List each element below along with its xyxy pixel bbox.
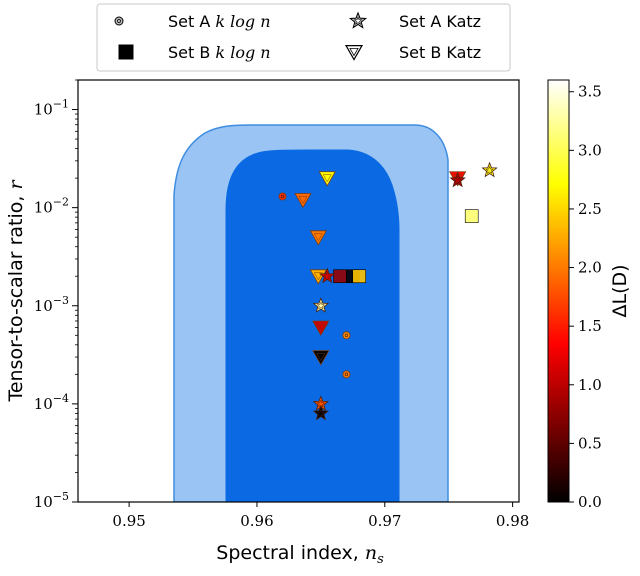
- y-axis-ticks: 10−5 10−4 10−3 10−2 10−1: [34, 79, 78, 511]
- x-tick-label: 0.97: [368, 512, 401, 530]
- plot-frame: [77, 79, 520, 503]
- point-star: [312, 404, 330, 421]
- y-tick-label: 10−2: [34, 196, 69, 217]
- scatter-marks: [278, 161, 498, 421]
- x-tick-label: 0.95: [112, 512, 145, 530]
- colorbar-tick-label: 3.5: [578, 83, 602, 101]
- legend-circle-icon: [114, 16, 124, 26]
- y-tick-label: 10−1: [34, 98, 69, 119]
- x-axis-label: Spectral index, ns: [216, 542, 384, 567]
- colorbar-tick-label: 1.5: [578, 317, 602, 335]
- x-tick-label: 0.98: [496, 512, 529, 530]
- legend-star-icon: [348, 11, 368, 29]
- contour-1-sigma: [225, 149, 400, 502]
- star-marker-inner: [316, 301, 326, 310]
- triangle-marker-inner: [313, 272, 323, 281]
- y-axis-label: Tensor-to-scalar ratio, r: [5, 179, 27, 403]
- point-star: [319, 267, 336, 284]
- point-triangle-down: [312, 320, 330, 336]
- point-star: [481, 161, 498, 178]
- point-star: [449, 171, 466, 188]
- point-triangle-down: [312, 350, 330, 366]
- point-triangle-down: [309, 230, 328, 246]
- legend-entry: Set A k log n: [114, 12, 271, 31]
- star-marker-inner: [316, 408, 326, 418]
- x-tick-label: 0.96: [240, 512, 273, 530]
- colorbar-tick-label: 0.0: [578, 493, 602, 511]
- star-marker-inner: [485, 165, 494, 174]
- point-square: [464, 209, 479, 223]
- point-triangle-down: [318, 171, 336, 187]
- colorbar-gradient: [547, 79, 570, 503]
- legend-entry: Set B Katz: [344, 43, 481, 62]
- circle-marker-inner: [280, 194, 285, 199]
- legend-label: Set B k log n: [168, 43, 271, 62]
- legend: Set A k log n Set A Katz Set B k log n Set …: [96, 3, 511, 72]
- legend-square-icon: [118, 44, 134, 60]
- colorbar-tick-label: 0.5: [578, 434, 602, 452]
- triangle-marker-inner: [316, 353, 326, 362]
- triangle-marker-inner: [322, 174, 332, 183]
- point-triangle-down: [309, 269, 328, 285]
- point-circle: [342, 331, 351, 340]
- circle-marker-inner: [344, 333, 349, 338]
- point-square: [333, 269, 347, 284]
- colorbar-tick-label: 2.0: [578, 259, 602, 277]
- triangle-marker-inner: [316, 323, 326, 332]
- star-marker-inner: [453, 175, 462, 184]
- y-tick-label: 10−5: [34, 490, 69, 511]
- point-triangle-down: [294, 193, 312, 209]
- legend-entry: Set A Katz: [348, 11, 481, 31]
- colorbar-tick-label: 1.0: [578, 376, 602, 394]
- legend-label: Set B Katz: [399, 43, 481, 62]
- legend-box: [96, 3, 511, 72]
- y-tick-label: 10−3: [34, 294, 69, 315]
- legend-entry: Set B k log n: [118, 43, 271, 62]
- y-tick-label: 10−4: [34, 392, 69, 413]
- point-square: [352, 269, 367, 284]
- colorbar: 0.0 0.5 1.0 1.5 2.0 2.5 3.0 3.5 ΔL(D): [547, 79, 631, 511]
- triangle-marker-inner: [298, 196, 308, 204]
- legend-label: Set A k log n: [168, 12, 271, 31]
- circle-marker-inner: [344, 372, 349, 377]
- triangle-marker-inner: [313, 233, 323, 242]
- star-marker-inner: [322, 271, 332, 280]
- point-star: [312, 297, 330, 313]
- colorbar-label: ΔL(D): [609, 264, 631, 317]
- x-axis-ticks: 0.95 0.96 0.97 0.98: [112, 502, 529, 530]
- colorbar-tick-label: 3.0: [578, 141, 602, 159]
- colorbar-tick-label: 2.5: [578, 200, 602, 218]
- legend-label: Set A Katz: [399, 12, 481, 31]
- colorbar-ticks: 0.0 0.5 1.0 1.5 2.0 2.5 3.0 3.5: [569, 83, 602, 511]
- point-circle: [342, 370, 351, 379]
- point-circle: [278, 192, 287, 201]
